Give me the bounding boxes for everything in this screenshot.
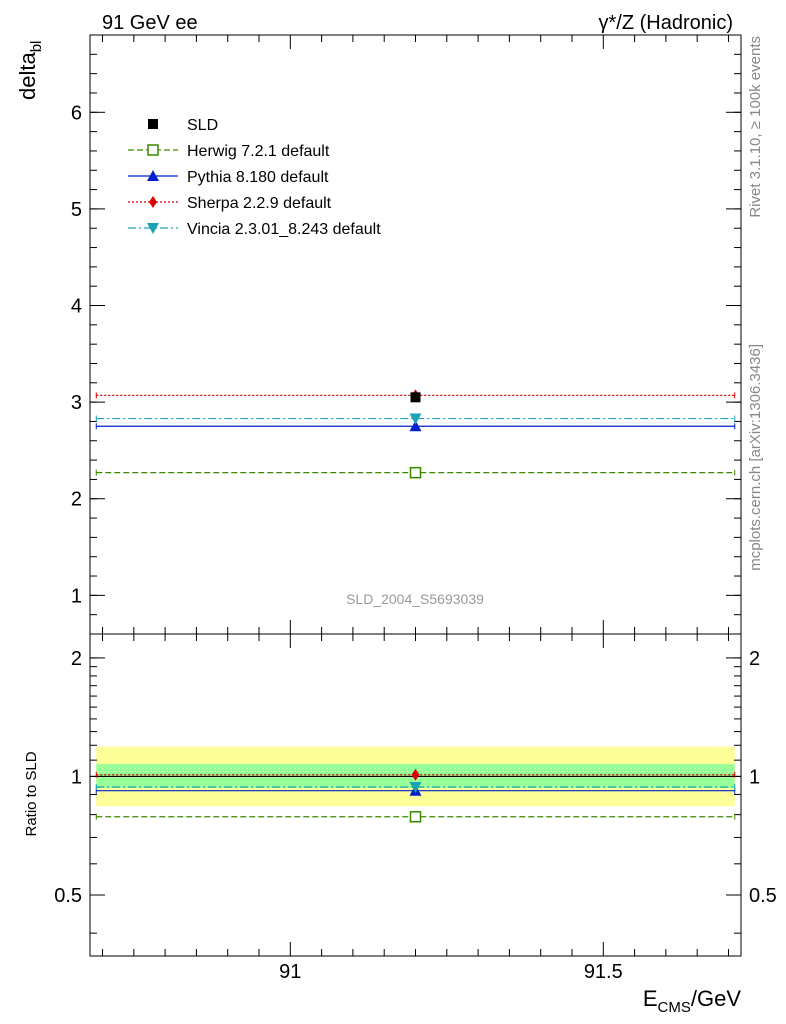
data-point-pythia xyxy=(409,420,422,432)
ratio-y-tick-label-left: 1 xyxy=(71,766,82,788)
y-tick-label: 2 xyxy=(71,489,82,511)
x-axis-label-main: E xyxy=(643,986,658,1011)
y-tick-label: 5 xyxy=(71,199,82,221)
y-axis-label-main: delta xyxy=(15,52,40,100)
legend-label-sherpa: Sherpa 2.2.9 default xyxy=(187,195,332,212)
header-process-label: 91 GeV ee xyxy=(102,12,198,34)
legend-marker-vincia xyxy=(147,223,159,234)
x-axis-label-sub: CMS xyxy=(658,999,691,1016)
ratio-y-tick-label-right: 1 xyxy=(749,766,760,788)
ratio-panel: 0.5 0.5 1 1 2 2 91 91.5 Ratio to SLD ECMS/GeV xyxy=(23,633,777,1016)
legend-marker-sherpa xyxy=(149,196,157,208)
ratio-y-axis-label: Ratio to SLD xyxy=(23,751,40,836)
legend-marker-herwig xyxy=(147,144,159,156)
y-axis-label-sub: bl xyxy=(28,41,45,53)
y-tick-label: 6 xyxy=(71,102,82,124)
ratio-y-tick-label-left: 2 xyxy=(71,648,82,670)
legend-label-vincia: Vincia 2.3.01_8.243 default xyxy=(187,221,381,238)
y-tick-label: 1 xyxy=(71,585,82,607)
main-panel: 1 2 3 4 5 6 deltabl SLD_2004_S5693039 SLD Herwig … xyxy=(15,34,742,635)
legend-label-pythia: Pythia 8.180 default xyxy=(187,169,329,186)
x-axis-label: ECMS/GeV xyxy=(643,986,741,1016)
ratio-y-tick-label-left: 0.5 xyxy=(54,885,82,907)
x-tick-label: 91.5 xyxy=(584,961,623,983)
ratio-point-herwig xyxy=(409,811,422,823)
legend-marker-data xyxy=(148,119,158,129)
legend-marker-pythia xyxy=(147,170,159,181)
ratio-point-vincia xyxy=(409,782,422,794)
legend-label-data: SLD xyxy=(187,117,218,134)
y-tick-label: 4 xyxy=(71,296,82,318)
x-tick-label: 91 xyxy=(279,961,301,983)
ratio-point-sherpa xyxy=(411,768,420,781)
data-point-data xyxy=(410,392,421,403)
analysis-id-watermark: SLD_2004_S5693039 xyxy=(346,591,484,607)
ratio-y-tick-label-right: 2 xyxy=(749,648,760,670)
ratio-y-tick-label-right: 0.5 xyxy=(749,885,777,907)
header-channel-label: γ*/Z (Hadronic) xyxy=(599,12,733,34)
rivet-version-label: Rivet 3.1.10, ≥ 100k events xyxy=(747,36,764,218)
y-tick-label: 3 xyxy=(71,392,82,414)
y-axis-label: deltabl xyxy=(15,41,45,100)
mcplots-reference-label: mcplots.cern.ch [arXiv:1306.3436] xyxy=(747,344,764,571)
legend-label-herwig: Herwig 7.2.1 default xyxy=(187,143,330,160)
x-axis-label-unit: /GeV xyxy=(691,986,741,1011)
data-point-vincia xyxy=(409,413,422,425)
data-point-herwig xyxy=(409,466,422,479)
